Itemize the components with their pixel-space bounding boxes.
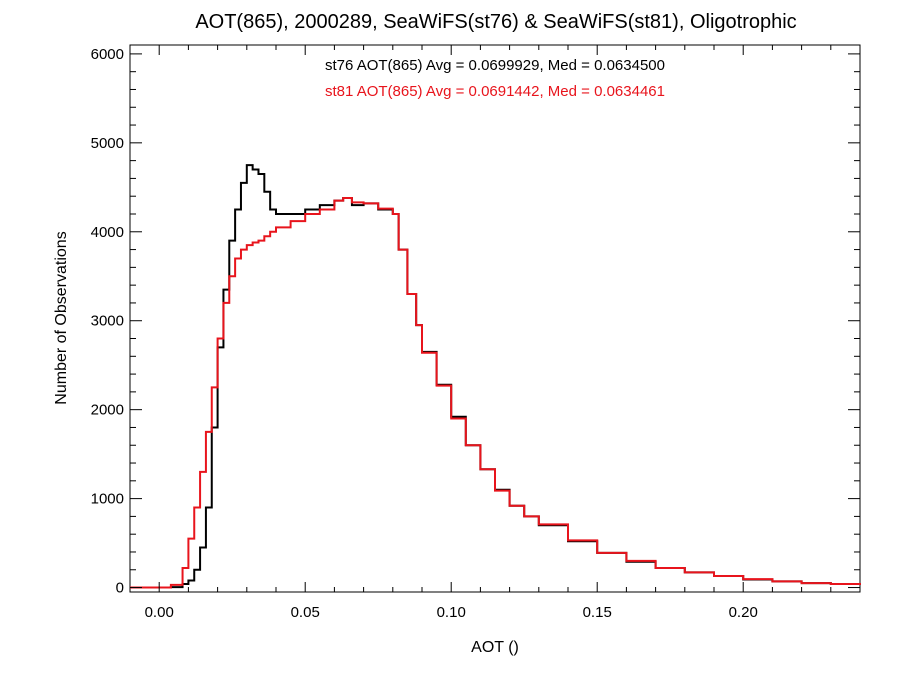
plot-frame: [129, 44, 861, 593]
series-st81-line: [130, 196, 861, 589]
y-tick-label: 3000: [91, 313, 124, 330]
x-tick-label: 0.15: [583, 604, 612, 621]
y-tick-label: 5000: [91, 135, 124, 152]
x-axis-label: AOT (): [471, 639, 519, 656]
y-tick-label: 0: [116, 580, 124, 597]
annotation-st81: st81 AOT(865) Avg = 0.0691442, Med = 0.0…: [325, 83, 665, 100]
x-tick-label: 0.20: [729, 604, 758, 621]
y-tick-label: 4000: [91, 224, 124, 241]
chart-title: AOT(865), 2000289, SeaWiFS(st76) & SeaWi…: [195, 11, 796, 33]
y-tick-label: 1000: [91, 491, 124, 508]
x-tick-label: 0.10: [437, 604, 466, 621]
series-layer: [130, 164, 861, 589]
axis-layer: 0.00 0.05 0.10 0.15 0.20 0 1000 2000 3000 4000 500…: [91, 45, 861, 621]
series-st76-line: [130, 164, 861, 589]
x-tick-label: 0.00: [145, 604, 174, 621]
y-tick-label: 2000: [91, 402, 124, 419]
annotation-st76: st76 AOT(865) Avg = 0.0699929, Med = 0.0…: [325, 57, 665, 74]
y-tick-label: 6000: [91, 46, 124, 63]
x-tick-label: 0.05: [291, 604, 320, 621]
y-axis-label: Number of Observations: [53, 231, 70, 404]
